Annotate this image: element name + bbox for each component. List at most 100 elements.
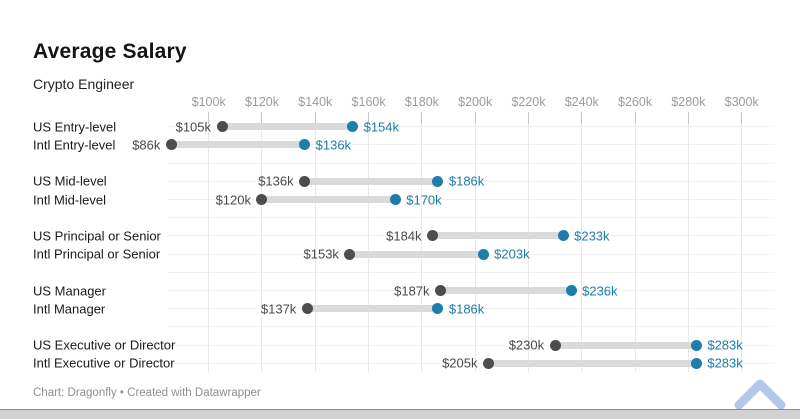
x-gridline	[527, 112, 529, 372]
chart-title: Average Salary	[33, 40, 187, 63]
high-dot	[557, 230, 569, 242]
category-label: Intl Principal or Senior	[33, 246, 161, 262]
high-value-label: $186k	[448, 301, 485, 317]
x-axis-tick	[474, 112, 476, 124]
row-gridline	[168, 217, 775, 219]
x-gridline	[208, 112, 210, 372]
range-bar	[349, 250, 484, 258]
range-bar	[432, 232, 564, 240]
high-value-label: $154k	[363, 119, 400, 135]
low-dot	[344, 248, 356, 260]
high-dot	[477, 248, 489, 260]
x-gridline	[581, 112, 583, 372]
low-value-label: $105k	[175, 119, 212, 135]
x-axis-tick-label: $220k	[511, 95, 546, 109]
low-value-label: $120k	[215, 192, 251, 207]
low-value-label: $184k	[386, 228, 422, 244]
category-label: Intl Executive or Director	[33, 355, 175, 371]
high-value-label: $236k	[582, 283, 618, 298]
high-value-label: $170k	[406, 192, 442, 207]
x-axis-tick	[741, 112, 743, 124]
row-gridline	[168, 344, 775, 346]
x-axis-tick-label: $100k	[191, 95, 226, 109]
row-gridline	[168, 308, 775, 310]
low-value-label: $153k	[303, 246, 339, 262]
high-dot	[432, 175, 444, 187]
x-axis-tick-label: $240k	[564, 95, 599, 109]
x-axis-tick	[261, 112, 263, 124]
range-bar	[304, 177, 438, 185]
x-axis-tick-label: $120k	[244, 95, 280, 109]
range-bar	[261, 196, 396, 203]
category-label: US Mid-level	[33, 173, 107, 189]
x-gridline	[261, 112, 263, 372]
x-axis-tick	[208, 112, 210, 124]
category-label: US Principal or Senior	[33, 228, 161, 244]
x-axis-tick-label: $140k	[298, 95, 333, 109]
row-gridline	[168, 199, 775, 200]
high-value-label: $283k	[707, 337, 743, 353]
x-axis-tick-label: $160k	[351, 95, 386, 109]
low-value-label: $230k	[508, 337, 545, 353]
category-label: US Manager	[33, 283, 106, 298]
high-dot	[432, 303, 444, 315]
row-gridline	[168, 362, 775, 364]
x-axis-tick	[314, 112, 316, 124]
high-dot	[690, 339, 702, 351]
range-bar	[440, 287, 572, 294]
x-gridline	[687, 112, 689, 372]
row-gridline	[168, 144, 775, 146]
x-axis-tick	[527, 112, 529, 124]
high-value-label: $203k	[494, 246, 530, 262]
category-label: Intl Mid-level	[33, 192, 106, 207]
high-value-label: $283k	[707, 355, 743, 371]
bottom-strip	[0, 409, 800, 419]
low-dot	[427, 230, 439, 242]
row-gridline	[168, 180, 775, 182]
x-gridline	[634, 112, 636, 372]
range-bar	[222, 123, 353, 131]
high-value-label: $136k	[315, 137, 352, 153]
x-axis-tick	[687, 112, 689, 124]
category-label: US Executive or Director	[33, 337, 176, 353]
low-value-label: $86k	[132, 137, 161, 153]
x-axis-tick-label: $300k	[724, 95, 759, 109]
chevron-up-icon[interactable]	[731, 379, 789, 409]
high-dot	[347, 121, 359, 133]
category-label: Intl Entry-level	[33, 137, 116, 153]
low-value-label: $205k	[442, 355, 478, 371]
x-axis-tick	[421, 112, 423, 124]
row-gridline	[168, 126, 775, 128]
category-label: Intl Manager	[33, 301, 106, 317]
row-gridline	[168, 326, 775, 328]
low-dot	[299, 175, 311, 187]
x-axis-tick-label: $260k	[618, 95, 653, 109]
x-axis-tick	[634, 112, 636, 124]
high-dot	[690, 357, 702, 369]
low-dot	[483, 357, 494, 369]
chart-credit: Chart: Dragonfly • Created with Datawrap…	[33, 387, 261, 399]
range-bar	[307, 305, 438, 313]
low-dot	[165, 139, 177, 151]
high-value-label: $186k	[448, 173, 485, 189]
range-bar	[171, 141, 305, 149]
low-dot	[216, 121, 228, 133]
x-axis-tick-label: $200k	[458, 95, 493, 109]
high-dot	[565, 285, 577, 296]
low-dot	[256, 194, 268, 205]
row-gridline	[168, 271, 775, 273]
x-axis-tick	[581, 112, 583, 124]
low-dot	[435, 285, 447, 296]
range-bar	[555, 341, 697, 349]
x-axis-tick-label: $180k	[404, 95, 439, 109]
category-label: US Entry-level	[33, 119, 117, 135]
row-gridline	[168, 162, 775, 164]
high-value-label: $233k	[574, 228, 610, 244]
low-value-label: $136k	[258, 173, 294, 189]
low-dot	[549, 339, 561, 351]
x-axis-tick	[368, 112, 370, 124]
chart-subtitle: Crypto Engineer	[33, 76, 135, 92]
low-dot	[301, 303, 313, 315]
x-gridline	[421, 112, 423, 372]
